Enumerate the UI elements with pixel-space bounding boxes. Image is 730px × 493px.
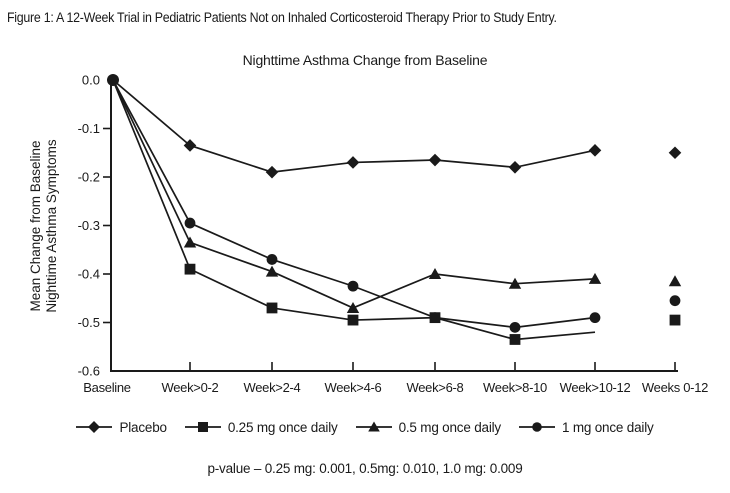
figure-caption: Figure 1: A 12-Week Trial in Pediatric P… xyxy=(7,10,557,25)
x-tick-label: Weeks 0-12 xyxy=(642,380,708,395)
circle-marker xyxy=(669,295,681,307)
y-tick-label: -0.1 xyxy=(78,121,100,136)
series-0-5-mg-once-daily xyxy=(112,79,682,313)
diamond-marker xyxy=(346,156,360,169)
axes xyxy=(103,78,678,372)
chart-legend: Placebo 0.25 mg once daily 0.5 mg once dai… xyxy=(0,413,730,441)
x-tick-labels: Baseline Week>0-2 Week>2-4 Week>4-6 Week>6-8… xyxy=(83,380,708,395)
square-marker xyxy=(347,314,359,326)
triangle-marker xyxy=(508,277,522,289)
square-marker xyxy=(429,312,441,324)
legend-label: 0.5 mg once daily xyxy=(398,419,502,435)
chart-title: Nighttime Asthma Change from Baseline xyxy=(242,52,488,68)
square-marker xyxy=(266,302,278,314)
series-0-25-mg-once-daily xyxy=(112,79,681,345)
diamond-marker xyxy=(668,146,682,160)
triangle-legend-icon xyxy=(355,421,392,432)
series-1-mg-once-daily xyxy=(112,79,681,333)
triangle-marker xyxy=(367,421,380,432)
y-tick-label: -0.4 xyxy=(78,267,100,282)
legend-label: Placebo xyxy=(119,419,167,435)
circle-marker xyxy=(347,280,359,292)
circle-marker xyxy=(509,321,521,333)
square-marker xyxy=(197,422,208,432)
x-tick-label: Week>0-2 xyxy=(162,380,219,395)
y-tick-label: -0.2 xyxy=(78,170,100,185)
triangle-marker xyxy=(346,301,360,313)
series-placebo xyxy=(112,79,682,179)
y-axis-title-line: Mean Change from Baseline xyxy=(28,140,43,311)
legend-label: 0.25 mg once daily xyxy=(227,419,338,435)
square-legend-icon xyxy=(184,422,221,432)
triangle-marker xyxy=(183,236,197,248)
circle-marker xyxy=(184,217,196,229)
diamond-marker xyxy=(588,144,602,157)
triangle-marker xyxy=(588,272,602,284)
x-tick-label: Week>2-4 xyxy=(244,380,301,395)
x-tick-label: Week>4-6 xyxy=(325,380,382,395)
diamond-marker xyxy=(265,165,279,179)
triangle-marker xyxy=(668,275,682,287)
y-axis-title: Mean Change from Baseline Nighttime Asthm… xyxy=(28,139,59,313)
square-marker xyxy=(669,314,681,326)
triangle-marker xyxy=(265,265,279,277)
circle-marker xyxy=(589,312,601,324)
square-marker xyxy=(184,263,196,275)
p-value-footnote: p-value – 0.25 mg: 0.001, 0.5mg: 0.010, … xyxy=(207,461,523,476)
x-tick-label: Week>8-10 xyxy=(483,380,547,395)
y-tick-label: 0.0 xyxy=(82,73,100,88)
diamond-marker xyxy=(428,153,442,167)
y-tick-label: -0.5 xyxy=(78,315,100,330)
legend-item-0-25-mg-once-daily: 0.25 mg once daily xyxy=(184,419,338,435)
legend-item-1-mg-once-daily: 1 mg once daily xyxy=(518,419,654,435)
legend-label: 1 mg once daily xyxy=(561,419,654,435)
baseline-shared-point xyxy=(107,74,119,86)
y-tick-labels: 0.0 -0.1 -0.2 -0.3 -0.4 -0.5 -0.6 xyxy=(78,73,100,379)
series-0-25-mg-once-daily-line xyxy=(112,79,596,341)
triangle-marker xyxy=(428,268,442,279)
y-axis-title-line: Nighttime Asthma Symptoms xyxy=(44,139,59,313)
diamond-marker xyxy=(88,421,101,433)
legend-item-0-5-mg-once-daily: 0.5 mg once daily xyxy=(355,419,502,435)
circle-marker xyxy=(266,254,278,265)
y-tick-label: -0.6 xyxy=(78,364,100,379)
diamond-marker xyxy=(183,139,197,152)
x-tick-label: Week>10-12 xyxy=(560,380,631,395)
circle-legend-icon xyxy=(518,422,555,432)
x-tick-label: Baseline xyxy=(83,380,131,395)
circle-marker xyxy=(532,422,542,432)
y-tick-label: -0.3 xyxy=(78,218,100,233)
square-marker xyxy=(509,334,521,345)
legend-item-placebo: Placebo xyxy=(76,419,167,435)
x-tick-label: Week>6-8 xyxy=(407,380,464,395)
diamond-legend-icon xyxy=(76,421,113,433)
diamond-marker xyxy=(508,161,522,174)
